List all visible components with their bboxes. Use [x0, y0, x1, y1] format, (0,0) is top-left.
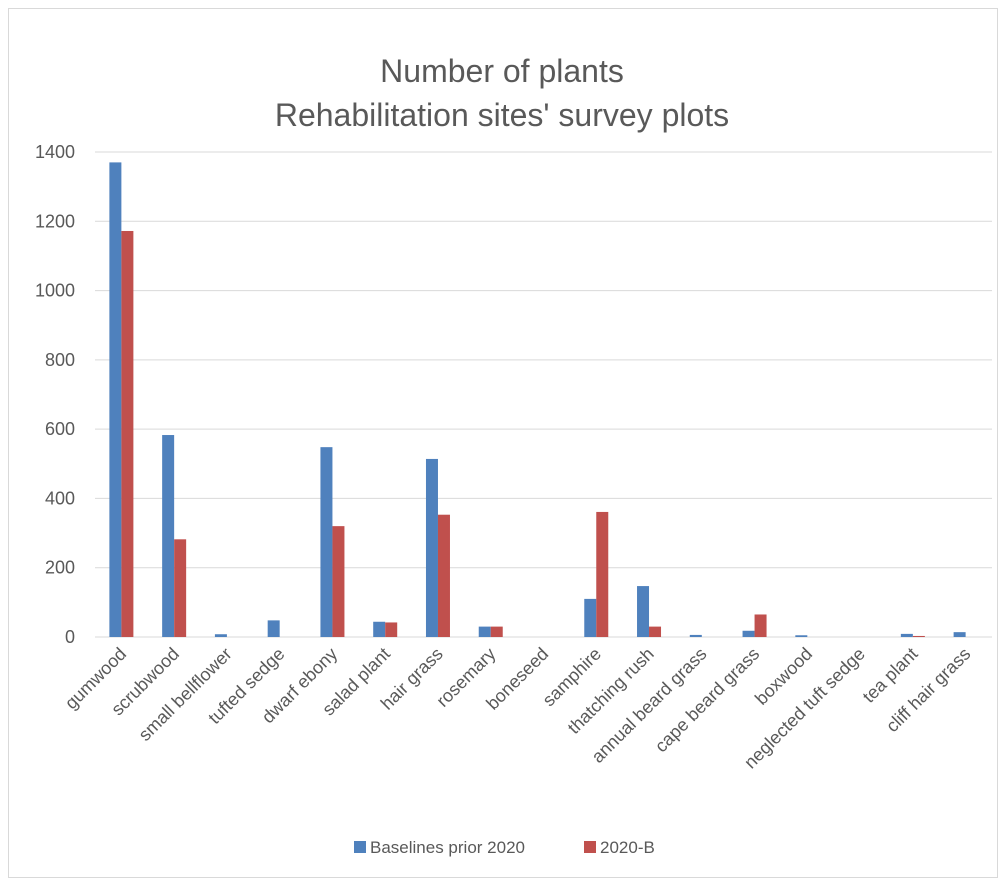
bar-2020-b: [385, 622, 397, 637]
bar-2020-b: [438, 515, 450, 637]
bar-2020-b: [913, 636, 925, 637]
bar-baseline: [215, 634, 227, 637]
bar-baseline: [637, 586, 649, 637]
y-tick-label: 1400: [35, 142, 75, 162]
chart-svg: Number of plants Rehabilitation sites' s…: [9, 9, 999, 879]
legend: Baselines prior 2020 2020-B: [354, 838, 655, 857]
bar-baseline: [795, 635, 807, 637]
bars: [109, 162, 965, 637]
gridlines: [95, 152, 992, 637]
chart-title-line-1: Number of plants: [380, 53, 624, 89]
legend-swatch: [354, 841, 366, 853]
bar-2020-b: [174, 539, 186, 637]
bar-2020-b: [596, 512, 608, 637]
bar-baseline: [584, 599, 596, 637]
bar-2020-b: [491, 627, 503, 637]
legend-label: Baselines prior 2020: [370, 838, 525, 857]
x-tick-label: small bellflower: [135, 644, 236, 745]
y-tick-label: 0: [65, 627, 75, 647]
bar-2020-b: [332, 526, 344, 637]
bar-baseline: [162, 435, 174, 637]
y-axis-ticks: 0 200 400 600 800 1000 1200 1400: [35, 142, 75, 647]
y-tick-label: 800: [45, 350, 75, 370]
bar-2020-b: [755, 614, 767, 637]
bar-baseline: [373, 622, 385, 637]
bar-baseline: [268, 620, 280, 637]
y-tick-label: 400: [45, 488, 75, 508]
bar-2020-b: [121, 231, 133, 637]
bar-baseline: [743, 631, 755, 637]
bar-baseline: [954, 632, 966, 637]
bar-baseline: [109, 162, 121, 637]
bar-baseline: [426, 459, 438, 637]
bar-2020-b: [649, 627, 661, 637]
bar-baseline: [479, 627, 491, 637]
y-tick-label: 200: [45, 558, 75, 578]
legend-swatch: [584, 841, 596, 853]
bar-baseline: [320, 447, 332, 637]
legend-label: 2020-B: [600, 838, 655, 857]
y-tick-label: 1200: [35, 211, 75, 231]
chart-title-line-2: Rehabilitation sites' survey plots: [275, 97, 729, 133]
bar-baseline: [901, 634, 913, 637]
y-tick-label: 1000: [35, 281, 75, 301]
chart-frame: Number of plants Rehabilitation sites' s…: [8, 8, 998, 878]
y-tick-label: 600: [45, 419, 75, 439]
bar-baseline: [690, 635, 702, 637]
